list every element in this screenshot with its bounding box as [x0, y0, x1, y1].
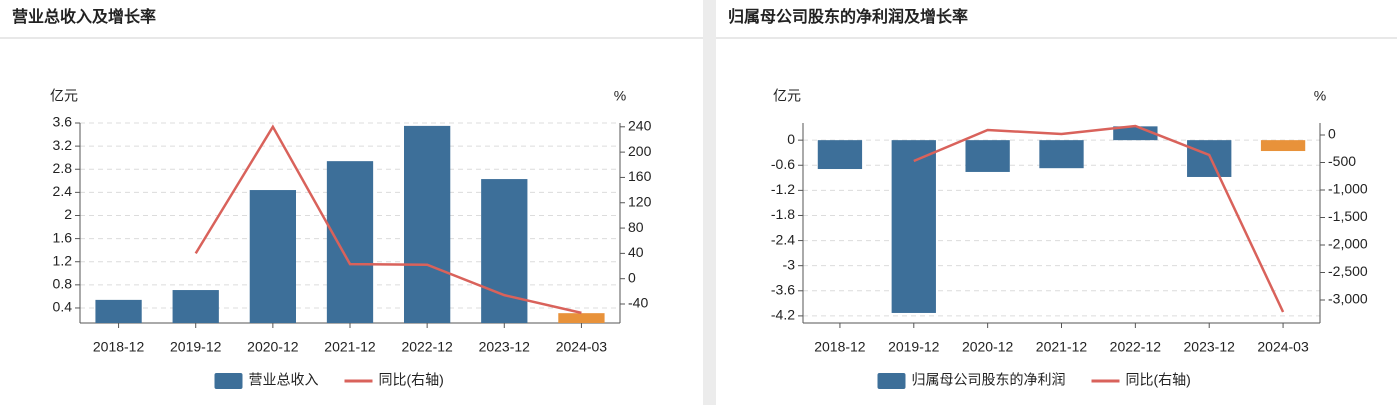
x-tick-label: 2018-12 — [93, 339, 145, 355]
y-tick-label: 1.6 — [53, 229, 73, 245]
chart-title: 营业总收入及增长率 — [12, 7, 156, 26]
chart-title: 归属母公司股东的净利润及增长率 — [728, 7, 968, 26]
y-tick-label: -0.6 — [771, 156, 795, 172]
bar — [326, 161, 374, 323]
y2-tick-label: 120 — [628, 193, 652, 209]
y2-tick-label: -500 — [1328, 153, 1356, 169]
x-tick-label: 2020-12 — [247, 339, 299, 355]
y2-tick-label: 40 — [628, 244, 644, 260]
y-tick-label: -1.8 — [771, 206, 795, 222]
legend-swatch — [214, 373, 243, 389]
x-tick-label: 2024-03 — [556, 339, 608, 355]
y2-tick-label: 160 — [628, 168, 652, 184]
x-tick-label: 2024-03 — [1257, 339, 1309, 355]
x-tick-label: 2023-12 — [479, 339, 531, 355]
x-tick-label: 2023-12 — [1184, 339, 1236, 355]
y-tick-label: 2.8 — [53, 160, 73, 176]
y-tick-label: 0.4 — [53, 299, 73, 315]
y-tick-label: 3.6 — [53, 114, 73, 130]
legend-swatch — [877, 373, 906, 389]
y-tick-label: -2.4 — [771, 231, 795, 247]
line — [194, 124, 582, 315]
bar — [172, 290, 219, 323]
y-tick-label: -4.2 — [771, 307, 795, 323]
x-tick-label: 2019-12 — [888, 339, 940, 355]
y2-tick-label: 0 — [1328, 126, 1336, 142]
bar — [1187, 140, 1232, 177]
legend-label: 同比(右轴) — [1126, 372, 1191, 388]
divider — [703, 0, 716, 405]
y2-tick-label: -40 — [628, 295, 648, 311]
x-tick-label: 2019-12 — [170, 339, 222, 355]
y2-tick-label: 200 — [628, 143, 652, 159]
y-tick-label: 0 — [787, 131, 795, 147]
bar — [404, 125, 451, 324]
y-tick-label: 3.2 — [53, 137, 73, 153]
y-tick-label: -3.6 — [771, 281, 795, 297]
y2-tick-label: -2,000 — [1328, 236, 1368, 252]
bar — [965, 140, 1010, 172]
bar — [1039, 140, 1084, 169]
y2-tick-label: 0 — [628, 269, 636, 285]
y2-unit: % — [614, 88, 626, 104]
y2-unit: % — [1314, 88, 1326, 104]
bar — [481, 179, 528, 323]
x-tick-label: 2022-12 — [1110, 339, 1162, 355]
y2-tick-label: -2,500 — [1328, 263, 1368, 279]
x-tick-label: 2021-12 — [1036, 339, 1088, 355]
y-tick-label: 0.8 — [53, 276, 73, 292]
bar — [95, 299, 142, 323]
y-tick-label: -1.2 — [771, 181, 795, 197]
x-tick-label: 2018-12 — [814, 339, 866, 355]
y2-tick-label: 240 — [628, 118, 652, 134]
x-tick-label: 2021-12 — [324, 339, 376, 355]
y2-tick-label: -3,000 — [1328, 291, 1368, 307]
legend-label: 归属母公司股东的净利润 — [912, 372, 1066, 388]
x-tick-label: 2022-12 — [401, 339, 453, 355]
legend-label: 营业总收入 — [249, 372, 319, 388]
y2-tick-label: -1,000 — [1328, 181, 1368, 197]
y-tick-label: -3 — [783, 256, 796, 272]
bar — [817, 140, 863, 170]
y2-tick-label: -1,500 — [1328, 208, 1368, 224]
bar — [558, 313, 605, 323]
legend-label: 同比(右轴) — [379, 372, 444, 388]
bar — [1260, 140, 1306, 152]
x-tick-label: 2020-12 — [962, 339, 1014, 355]
bar — [891, 140, 936, 313]
y2-tick-label: 80 — [628, 219, 644, 235]
y-unit: 亿元 — [50, 88, 78, 104]
y-tick-label: 1.2 — [53, 252, 73, 268]
y-unit: 亿元 — [773, 88, 801, 104]
y-tick-label: 2.4 — [53, 183, 73, 199]
y-tick-label: 2 — [64, 206, 72, 222]
bar — [249, 190, 296, 323]
line — [913, 124, 1285, 313]
